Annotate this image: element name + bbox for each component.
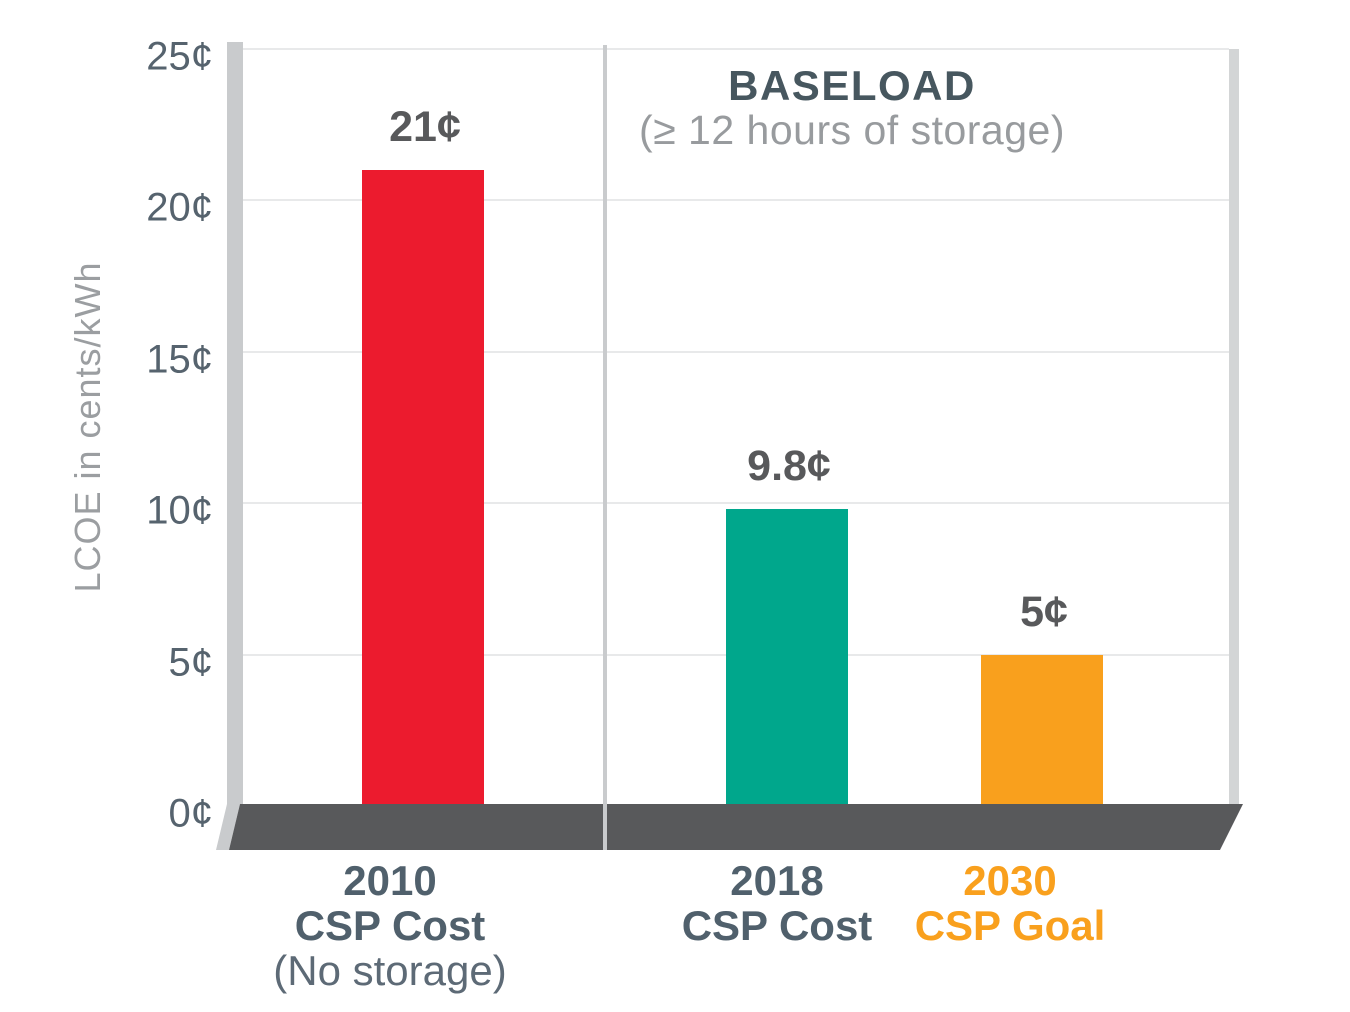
x-axis-floor	[229, 804, 1243, 850]
gridline	[243, 199, 1229, 202]
right-frame-bar	[1229, 49, 1239, 804]
y-tick-label: 0¢	[168, 791, 214, 836]
x-category-label-line: (No storage)	[273, 947, 507, 994]
gridline	[243, 502, 1229, 505]
y-tick-label: 20¢	[146, 185, 213, 230]
x-category-label-line: 2018	[730, 857, 824, 904]
bar-value-label: 21¢	[389, 103, 461, 152]
bar-value-label: 5¢	[1020, 587, 1068, 636]
y-tick-label: 15¢	[146, 337, 213, 382]
bar	[726, 509, 848, 808]
gridline	[243, 48, 1229, 50]
x-category-label-line: CSP Cost	[294, 902, 486, 949]
baseload-annotation-subtitle: (≥ 12 hours of storage)	[639, 107, 1065, 153]
x-category-label: 2030 CSP Goal	[915, 858, 1106, 948]
x-category-label-line: 2030	[963, 857, 1057, 904]
y-axis-bar	[227, 42, 243, 804]
y-axis-title: LCOE in cents/kWh	[67, 261, 108, 593]
y-tick-label: 10¢	[146, 488, 213, 533]
bar	[981, 654, 1103, 808]
x-category-label-line: CSP Cost	[681, 902, 873, 949]
y-tick-label: 25¢	[146, 34, 213, 79]
baseload-annotation: BASELOAD (≥ 12 hours of storage)	[639, 63, 1065, 153]
x-category-label: 2010 CSP Cost (No storage)	[273, 858, 506, 993]
bar-value-label: 9.8¢	[747, 442, 831, 491]
bar	[362, 170, 484, 808]
baseload-annotation-title: BASELOAD	[728, 62, 976, 109]
y-tick-label: 5¢	[168, 640, 214, 685]
section-divider-line	[603, 45, 607, 850]
x-category-label-line: CSP Goal	[914, 902, 1106, 949]
x-category-label: 2018 CSP Cost	[682, 858, 873, 948]
x-category-label-line: 2010	[343, 857, 437, 904]
gridline	[243, 350, 1229, 353]
